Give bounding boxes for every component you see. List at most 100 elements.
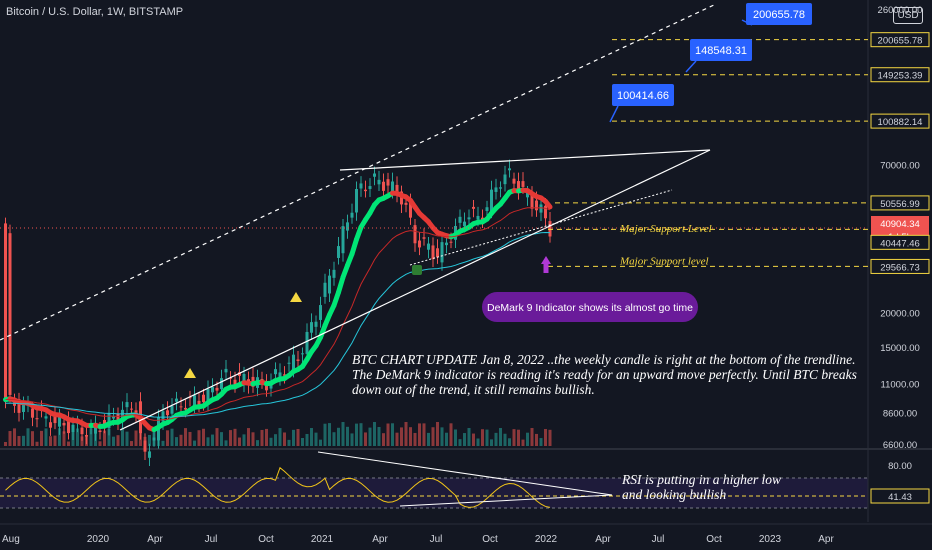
price-axis-label: 8600.00 xyxy=(883,409,917,420)
candle-body xyxy=(310,322,313,333)
time-axis-label: Jul xyxy=(652,534,665,545)
candle-body xyxy=(197,400,201,405)
candle-body xyxy=(130,408,133,410)
candle-body xyxy=(409,202,412,218)
candle-body xyxy=(143,440,147,452)
candle-body xyxy=(202,394,205,403)
volume-bar xyxy=(116,435,120,446)
main-annotation: BTC CHART UPDATE Jan 8, 2022 ..the weekl… xyxy=(352,352,857,397)
volume-bar xyxy=(499,428,502,446)
candle-body xyxy=(526,192,529,198)
candle-body xyxy=(481,217,484,221)
candle-body xyxy=(368,186,372,189)
volume-bar xyxy=(359,423,363,446)
volume-bar xyxy=(485,429,489,446)
volume-bar xyxy=(526,432,529,446)
rsi-upper-trendline xyxy=(317,451,613,496)
candle-body xyxy=(121,409,124,421)
target-callout xyxy=(746,3,812,25)
volume-bar xyxy=(157,431,160,446)
volume-bar xyxy=(121,428,124,446)
candle-body xyxy=(305,331,309,354)
candle-body xyxy=(449,241,453,243)
candle-body xyxy=(49,422,52,428)
volume-bar xyxy=(490,439,493,446)
volume-bar xyxy=(67,441,70,446)
candle-body xyxy=(337,246,340,258)
candle-body xyxy=(175,398,178,402)
time-axis-label: Apr xyxy=(818,534,834,545)
candle-body xyxy=(341,226,345,254)
price-axis-tag xyxy=(870,195,930,211)
candle-body xyxy=(350,212,354,218)
upper-channel-line xyxy=(0,3,717,341)
volume-bar xyxy=(233,428,237,446)
volume-bar xyxy=(71,430,75,446)
candle-body xyxy=(314,321,318,327)
candle-body xyxy=(503,174,507,185)
candle-body xyxy=(328,275,331,294)
candle-body xyxy=(161,411,165,422)
candle-body xyxy=(80,427,84,435)
lower-trendline xyxy=(119,149,711,431)
volume-bar xyxy=(76,428,79,446)
candle-body xyxy=(53,414,57,424)
candle-body xyxy=(517,181,520,193)
candle-body xyxy=(13,402,16,406)
price-axis-label: 260000.00 xyxy=(878,5,923,16)
slow-ma-line xyxy=(5,207,551,421)
price-axis-label: 29566.73 xyxy=(880,262,920,273)
candle-body xyxy=(436,248,439,258)
volume-bar xyxy=(521,439,525,446)
volume-bar xyxy=(26,428,30,446)
price-axis-label: 6600.00 xyxy=(883,440,917,451)
candle-body xyxy=(242,373,246,384)
candle-body xyxy=(508,168,511,171)
volume-bar xyxy=(431,427,435,446)
candle-body xyxy=(355,188,358,213)
volume-bar xyxy=(161,440,165,446)
demark-bubble-label: DeMark 9 Indicator shows its almost go t… xyxy=(487,302,693,314)
time-axis-label: Oct xyxy=(482,534,498,545)
volume-bar xyxy=(463,433,466,446)
volume-bar xyxy=(296,429,300,446)
price-axis-label: 15000.00 xyxy=(880,343,920,354)
volume-bar xyxy=(332,432,336,446)
price-axis-tag xyxy=(870,234,930,250)
callout-pointer xyxy=(609,105,619,123)
candle-body xyxy=(58,416,61,427)
volume-bar xyxy=(44,428,48,446)
volume-bar xyxy=(373,422,376,446)
volume-bar xyxy=(364,432,367,446)
volume-bar xyxy=(337,427,340,446)
candle-body xyxy=(170,406,174,414)
candle-body xyxy=(521,181,525,187)
candle-body xyxy=(148,451,151,458)
candle-body xyxy=(287,362,291,364)
time-axis-label: Oct xyxy=(706,534,722,545)
rsi-axis-tag xyxy=(870,488,930,504)
currency-badge[interactable]: USD xyxy=(893,7,923,24)
volume-bar xyxy=(517,429,520,446)
volume-bar xyxy=(40,430,43,446)
candle-body xyxy=(98,430,102,433)
candle-body xyxy=(184,407,187,410)
price-axis-label: 50556.99 xyxy=(880,199,920,210)
candle-body xyxy=(535,200,538,211)
time-axis-label: Jul xyxy=(430,534,443,545)
slower-ma-line xyxy=(5,231,551,418)
volume-bar xyxy=(220,432,223,446)
candle-body xyxy=(548,221,552,237)
candle-body xyxy=(359,183,363,189)
volume-bar xyxy=(539,438,543,446)
target-callout-label: 100414.66 xyxy=(617,90,669,102)
volume-bar xyxy=(481,429,484,446)
candle-body xyxy=(220,378,223,390)
time-axis-label: Apr xyxy=(147,534,163,545)
candle-body xyxy=(67,420,70,434)
volume-bar xyxy=(328,423,331,446)
volume-bar xyxy=(341,422,345,446)
volume-bar xyxy=(418,423,421,446)
volume-bar xyxy=(535,433,538,446)
